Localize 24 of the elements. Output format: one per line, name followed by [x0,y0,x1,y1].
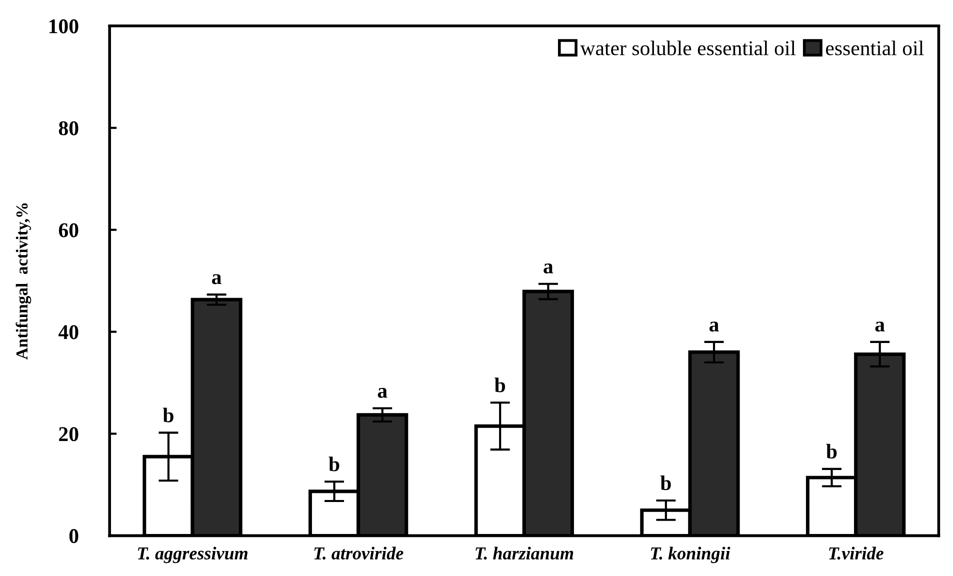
y-tick-label: 100 [49,19,78,34]
data-label: b [826,444,837,459]
y-tick-label: 20 [59,427,78,442]
data-label: b [494,378,506,392]
y-tick-label: 40 [58,325,78,340]
y-axis-title: Antifungal activity,% [16,203,32,360]
y-tick-label: 60 [58,223,78,238]
x-tick-label: T. atroviride [314,546,404,560]
data-label: a [709,322,719,332]
legend-label: essential oil [826,40,924,56]
data-label: a [875,322,885,332]
x-tick-label: T. koningii [650,546,730,564]
data-label: b [162,408,174,422]
x-tick-label: T. harzianum [476,546,574,560]
legend-label: water soluble essential oil [580,40,796,56]
data-label: a [544,264,554,274]
data-label: b [660,475,671,490]
data-label: a [212,274,222,284]
x-tick-label: T.viride [829,546,884,560]
data-label: b [328,456,340,472]
y-tick-label: 80 [58,121,78,136]
y-tick-label: 0 [69,529,78,544]
x-tick-label: T. aggressivum [138,546,248,564]
data-label: a [378,388,388,398]
